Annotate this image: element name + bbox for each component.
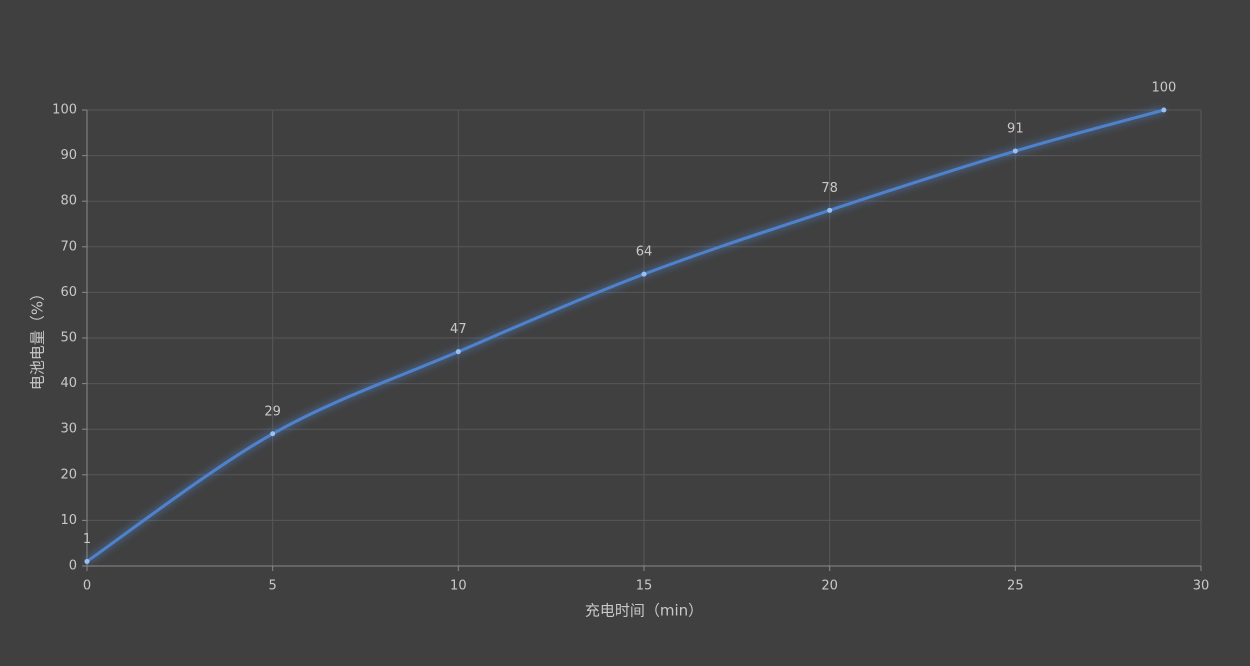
y-tick-label: 100 — [52, 103, 77, 118]
data-label: 100 — [1151, 81, 1176, 96]
x-tick-label: 15 — [636, 579, 653, 594]
y-tick-label: 30 — [60, 422, 77, 437]
y-tick-label: 20 — [60, 467, 77, 482]
series-line — [86, 108, 1165, 563]
x-tick-label: 30 — [1193, 579, 1210, 594]
y-axis-label: 电池电量（%） — [29, 286, 47, 390]
x-tick-label: 10 — [450, 579, 467, 594]
x-tick-label: 25 — [1007, 579, 1024, 594]
data-point — [1012, 148, 1018, 154]
data-point — [84, 558, 90, 564]
data-label: 64 — [636, 245, 653, 260]
y-tick-label: 40 — [60, 376, 77, 391]
data-point — [455, 349, 461, 355]
data-label: 78 — [821, 181, 838, 196]
y-tick-label: 10 — [60, 513, 77, 528]
data-label: 1 — [83, 532, 91, 547]
data-label: 47 — [450, 322, 467, 337]
x-tick-label: 5 — [269, 579, 277, 594]
y-tick-label: 70 — [60, 239, 77, 254]
data-label: 29 — [264, 404, 281, 419]
y-tick-label: 50 — [60, 331, 77, 346]
data-label: 91 — [1007, 122, 1024, 137]
y-tick-label: 90 — [60, 148, 77, 163]
y-tick-label: 80 — [60, 194, 77, 209]
y-tick-label: 0 — [69, 559, 77, 574]
y-tick-label: 60 — [60, 285, 77, 300]
x-tick-label: 20 — [821, 579, 838, 594]
data-point — [1161, 107, 1167, 113]
data-point — [270, 431, 276, 437]
x-tick-label: 0 — [83, 579, 91, 594]
x-axis-label: 充电时间（min） — [585, 602, 703, 620]
data-point — [641, 271, 647, 277]
data-point — [827, 207, 833, 213]
